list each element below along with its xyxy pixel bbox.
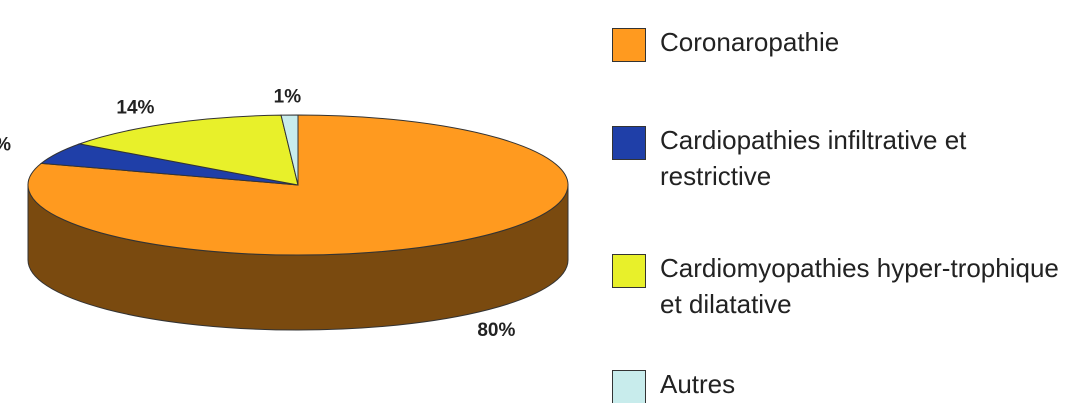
data-label: 14% xyxy=(116,97,154,118)
data-label: 1% xyxy=(274,87,302,108)
legend-label: Autres xyxy=(660,369,736,399)
legend-swatch xyxy=(612,28,646,62)
legend-item: Cardiomyopathies hyper-trophique et dila… xyxy=(612,250,1080,322)
data-label: 80% xyxy=(477,320,515,341)
legend-item: Coronaropathie xyxy=(612,24,1080,62)
pie-slice xyxy=(77,114,299,186)
legend-item: Cardiopathies infiltrative et restrictiv… xyxy=(612,122,1080,194)
legend-label: Cardiopathies infiltrative et restrictiv… xyxy=(660,125,967,191)
legend-swatch xyxy=(612,126,646,160)
legend-swatch xyxy=(612,370,646,403)
legend-item: Autres xyxy=(612,366,1080,403)
pie-slice xyxy=(280,114,299,186)
legend-swatch xyxy=(612,254,646,288)
legend-label: Cardiomyopathies hyper-trophique et dila… xyxy=(660,253,1059,319)
data-label: 5% xyxy=(0,134,11,155)
legend-label: Coronaropathie xyxy=(660,27,840,57)
pie-chart: 80% 5% 14% 1% xyxy=(0,87,569,341)
